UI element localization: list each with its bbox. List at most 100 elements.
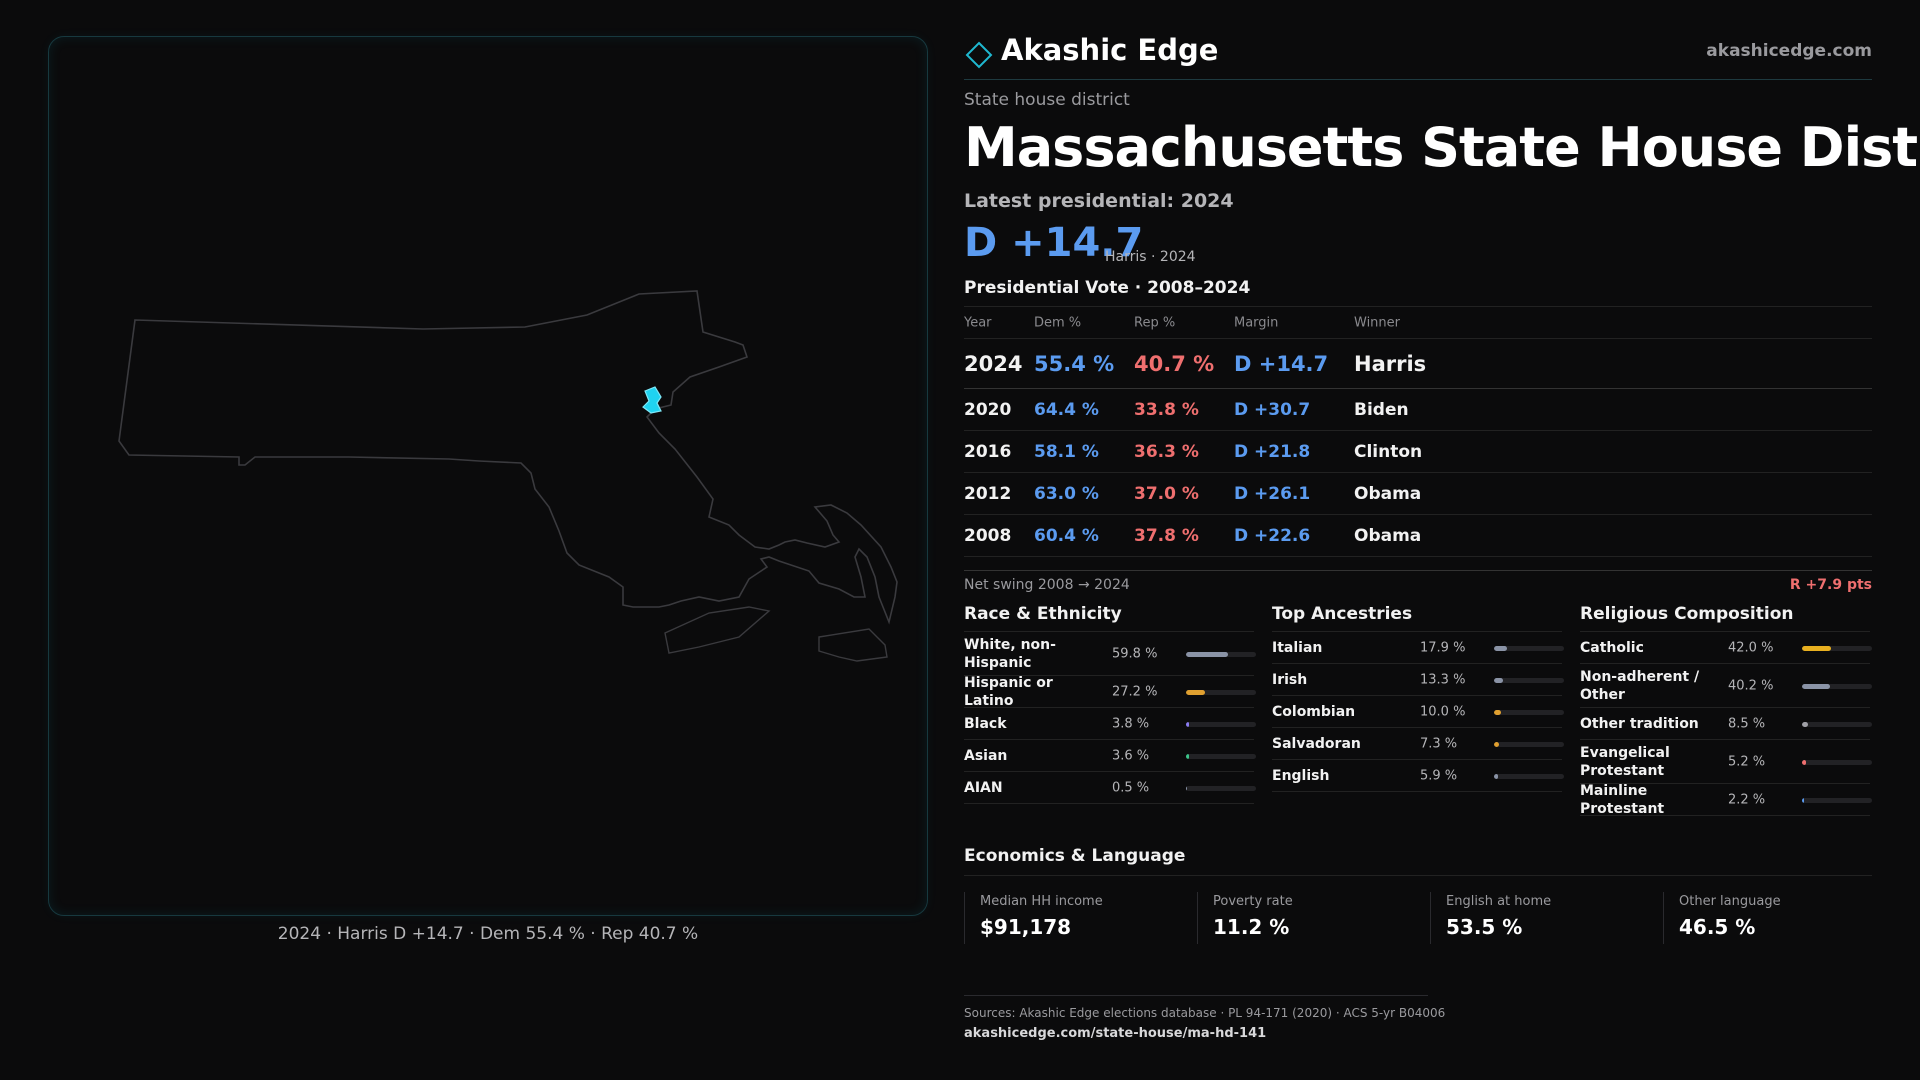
brand-url-link[interactable]: akashicedge.com xyxy=(1706,41,1872,61)
stat-card: Median HH income $91,178 xyxy=(964,892,1197,944)
list-item: Hispanic or Latino 27.2 % xyxy=(964,674,1256,709)
list-item: Italian 17.9 % xyxy=(1272,632,1564,664)
sources-footer: Sources: Akashic Edge elections database… xyxy=(964,995,1446,1041)
item-label: White, non-Hispanic xyxy=(964,636,1056,671)
item-label: Irish xyxy=(1272,671,1308,688)
row-rep: 37.8 % xyxy=(1134,525,1199,546)
row-year: 2012 xyxy=(964,483,1012,504)
row-margin: D +14.7 xyxy=(1234,351,1329,376)
list-item: Colombian 10.0 % xyxy=(1272,696,1564,728)
item-label: English xyxy=(1272,767,1330,784)
item-label: Non-adherent / Other xyxy=(1580,668,1700,703)
bar-track xyxy=(1494,773,1564,779)
item-value: 3.6 % xyxy=(1112,748,1150,763)
bar-track xyxy=(1802,645,1872,651)
stat-label: English at home xyxy=(1446,894,1552,909)
column-header-dem: Dem % xyxy=(1034,315,1082,330)
list-item: Black 3.8 % xyxy=(964,708,1256,740)
net-swing: Net swing 2008 → 2024 R +7.9 pts xyxy=(964,570,1872,596)
district-shape[interactable] xyxy=(642,386,662,414)
item-label: Italian xyxy=(1272,639,1323,656)
race-ethnicity-section: Race & Ethnicity White, non-Hispanic 59.8… xyxy=(964,604,1256,804)
row-dem: 63.0 % xyxy=(1034,483,1099,504)
bar-track xyxy=(1494,741,1564,747)
bar-fill xyxy=(1186,689,1206,695)
bar-track xyxy=(1186,689,1256,695)
item-value: 42.0 % xyxy=(1728,640,1774,655)
row-margin: D +30.7 xyxy=(1234,399,1311,420)
item-value: 2.2 % xyxy=(1728,792,1766,807)
table-row: 2012 63.0 % 37.0 % D +26.1 Obama xyxy=(964,473,1872,515)
row-rep: 37.0 % xyxy=(1134,483,1199,504)
row-winner: Obama xyxy=(1354,483,1422,504)
list-item: Irish 13.3 % xyxy=(1272,664,1564,696)
state-outline xyxy=(118,290,898,625)
brand-header: Akashic Edge akashicedge.com xyxy=(964,30,1872,80)
stat-card: English at home 53.5 % xyxy=(1430,892,1663,944)
bar-fill xyxy=(1802,683,1831,689)
bar-fill xyxy=(1186,721,1189,727)
source-url-link[interactable]: akashicedge.com/state-house/ma-hd-141 xyxy=(964,1026,1267,1041)
brand-name: Akashic Edge xyxy=(1001,33,1219,67)
table-row: 2024 55.4 % 40.7 % D +14.7 Harris xyxy=(964,339,1872,389)
net-swing-value: R +7.9 pts xyxy=(1789,577,1872,593)
item-label: Salvadoran xyxy=(1272,735,1361,752)
item-value: 3.8 % xyxy=(1112,716,1150,731)
island-outline xyxy=(818,628,888,662)
column-header-year: Year xyxy=(964,315,992,330)
table-row: 2020 64.4 % 33.8 % D +30.7 Biden xyxy=(964,389,1872,431)
bar-fill xyxy=(1494,773,1499,779)
list-item: Non-adherent / Other 40.2 % xyxy=(1580,664,1872,708)
item-value: 13.3 % xyxy=(1420,672,1466,687)
item-value: 0.5 % xyxy=(1112,780,1150,795)
top-ancestries-section: Top Ancestries Italian 17.9 % Irish 13.3 %… xyxy=(1272,604,1564,792)
bar-track xyxy=(1186,721,1256,727)
bar-fill xyxy=(1186,753,1189,759)
row-winner: Clinton xyxy=(1354,441,1423,462)
stat-label: Median HH income xyxy=(980,894,1103,909)
table-row: 2008 60.4 % 37.8 % D +22.6 Obama xyxy=(964,515,1872,557)
bar-fill xyxy=(1802,645,1832,651)
sources-text: Sources: Akashic Edge elections database… xyxy=(964,1006,1446,1020)
map-panel[interactable] xyxy=(48,36,928,916)
bar-track xyxy=(1494,709,1564,715)
item-value: 40.2 % xyxy=(1728,678,1774,693)
row-year: 2024 xyxy=(964,351,1023,376)
item-value: 17.9 % xyxy=(1420,640,1466,655)
row-rep: 36.3 % xyxy=(1134,441,1199,462)
item-label: Colombian xyxy=(1272,703,1356,720)
bar-fill xyxy=(1494,741,1500,747)
bar-track xyxy=(1494,645,1564,651)
item-label: Hispanic or Latino xyxy=(964,674,1053,709)
section-title: Top Ancestries xyxy=(1272,604,1562,632)
stat-card: Poverty rate 11.2 % xyxy=(1197,892,1430,944)
stat-label: Other language xyxy=(1679,894,1781,909)
list-item: Salvadoran 7.3 % xyxy=(1272,728,1564,760)
bar-track xyxy=(1802,797,1872,803)
bar-track xyxy=(1494,677,1564,683)
list-item: Evangelical Protestant 5.2 % xyxy=(1580,740,1872,784)
row-winner: Obama xyxy=(1354,525,1422,546)
island-outline xyxy=(664,606,771,654)
bar-track xyxy=(1802,683,1872,689)
list-item: Mainline Protestant 2.2 % xyxy=(1580,782,1872,817)
row-winner: Harris xyxy=(1354,351,1427,376)
item-value: 7.3 % xyxy=(1420,736,1458,751)
item-value: 8.5 % xyxy=(1728,716,1766,731)
bar-track xyxy=(1802,759,1872,765)
column-header-winner: Winner xyxy=(1354,315,1401,330)
list-item: Asian 3.6 % xyxy=(964,740,1256,772)
state-map[interactable] xyxy=(49,37,928,916)
list-item: AIAN 0.5 % xyxy=(964,772,1256,804)
stat-value: 53.5 % xyxy=(1446,915,1523,939)
section-title: Race & Ethnicity xyxy=(964,604,1254,632)
map-caption: 2024 · Harris D +14.7 · Dem 55.4 % · Rep… xyxy=(277,924,699,944)
stat-label: Poverty rate xyxy=(1213,894,1293,909)
religious-composition-section: Religious Composition Catholic 42.0 % Non… xyxy=(1580,604,1872,817)
row-margin: D +22.6 xyxy=(1234,525,1311,546)
bar-fill xyxy=(1802,797,1804,803)
item-label: Catholic xyxy=(1580,639,1644,656)
section-title: Religious Composition xyxy=(1580,604,1870,632)
item-label: Mainline Protestant xyxy=(1580,782,1665,817)
row-year: 2016 xyxy=(964,441,1012,462)
